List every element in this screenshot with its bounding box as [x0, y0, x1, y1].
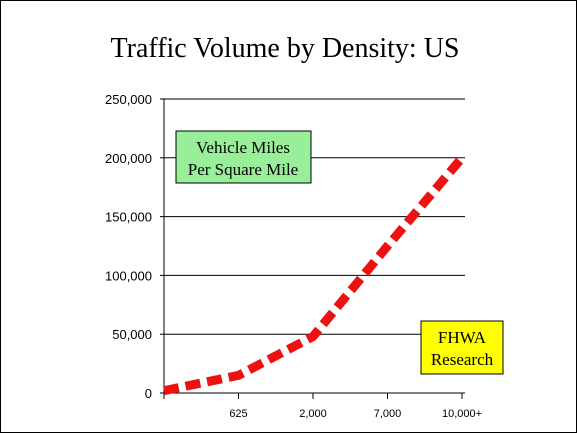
measure-box-line2: Per Square Mile	[188, 160, 298, 179]
source-annotation: FHWA Research	[420, 320, 504, 375]
y-tick-label: 50,000	[112, 327, 152, 342]
x-tick-label: 7,000	[374, 408, 402, 420]
y-tick-label: 200,000	[105, 151, 152, 166]
measure-box	[175, 130, 312, 184]
source-box-line1: FHWA	[438, 328, 487, 347]
chart-title: Traffic Volume by Density: US	[111, 33, 460, 64]
source-box-line2: Research	[431, 350, 494, 369]
y-axis-ticks: 0 50,000 100,000 150,000 200,000 250,000	[105, 92, 164, 401]
y-tick-label: 250,000	[105, 92, 152, 107]
source-box	[420, 320, 504, 375]
axes	[163, 99, 465, 394]
series-layer	[163, 154, 466, 396]
gridlines	[164, 98, 465, 335]
y-tick-label: 150,000	[105, 210, 152, 225]
x-axis-ticks: 625 2,000 7,000 10,000+	[163, 393, 482, 420]
y-tick-label: 0	[145, 386, 152, 401]
y-tick-label: 100,000	[105, 268, 152, 283]
measure-annotation: Vehicle Miles Per Square Mile	[175, 130, 312, 184]
measure-box-line1: Vehicle Miles	[196, 138, 290, 157]
x-tick-label: 2,000	[299, 408, 327, 420]
x-tick-label: 625	[229, 408, 247, 420]
x-tick-label: 10,000+	[442, 408, 482, 420]
series-line	[163, 154, 466, 396]
